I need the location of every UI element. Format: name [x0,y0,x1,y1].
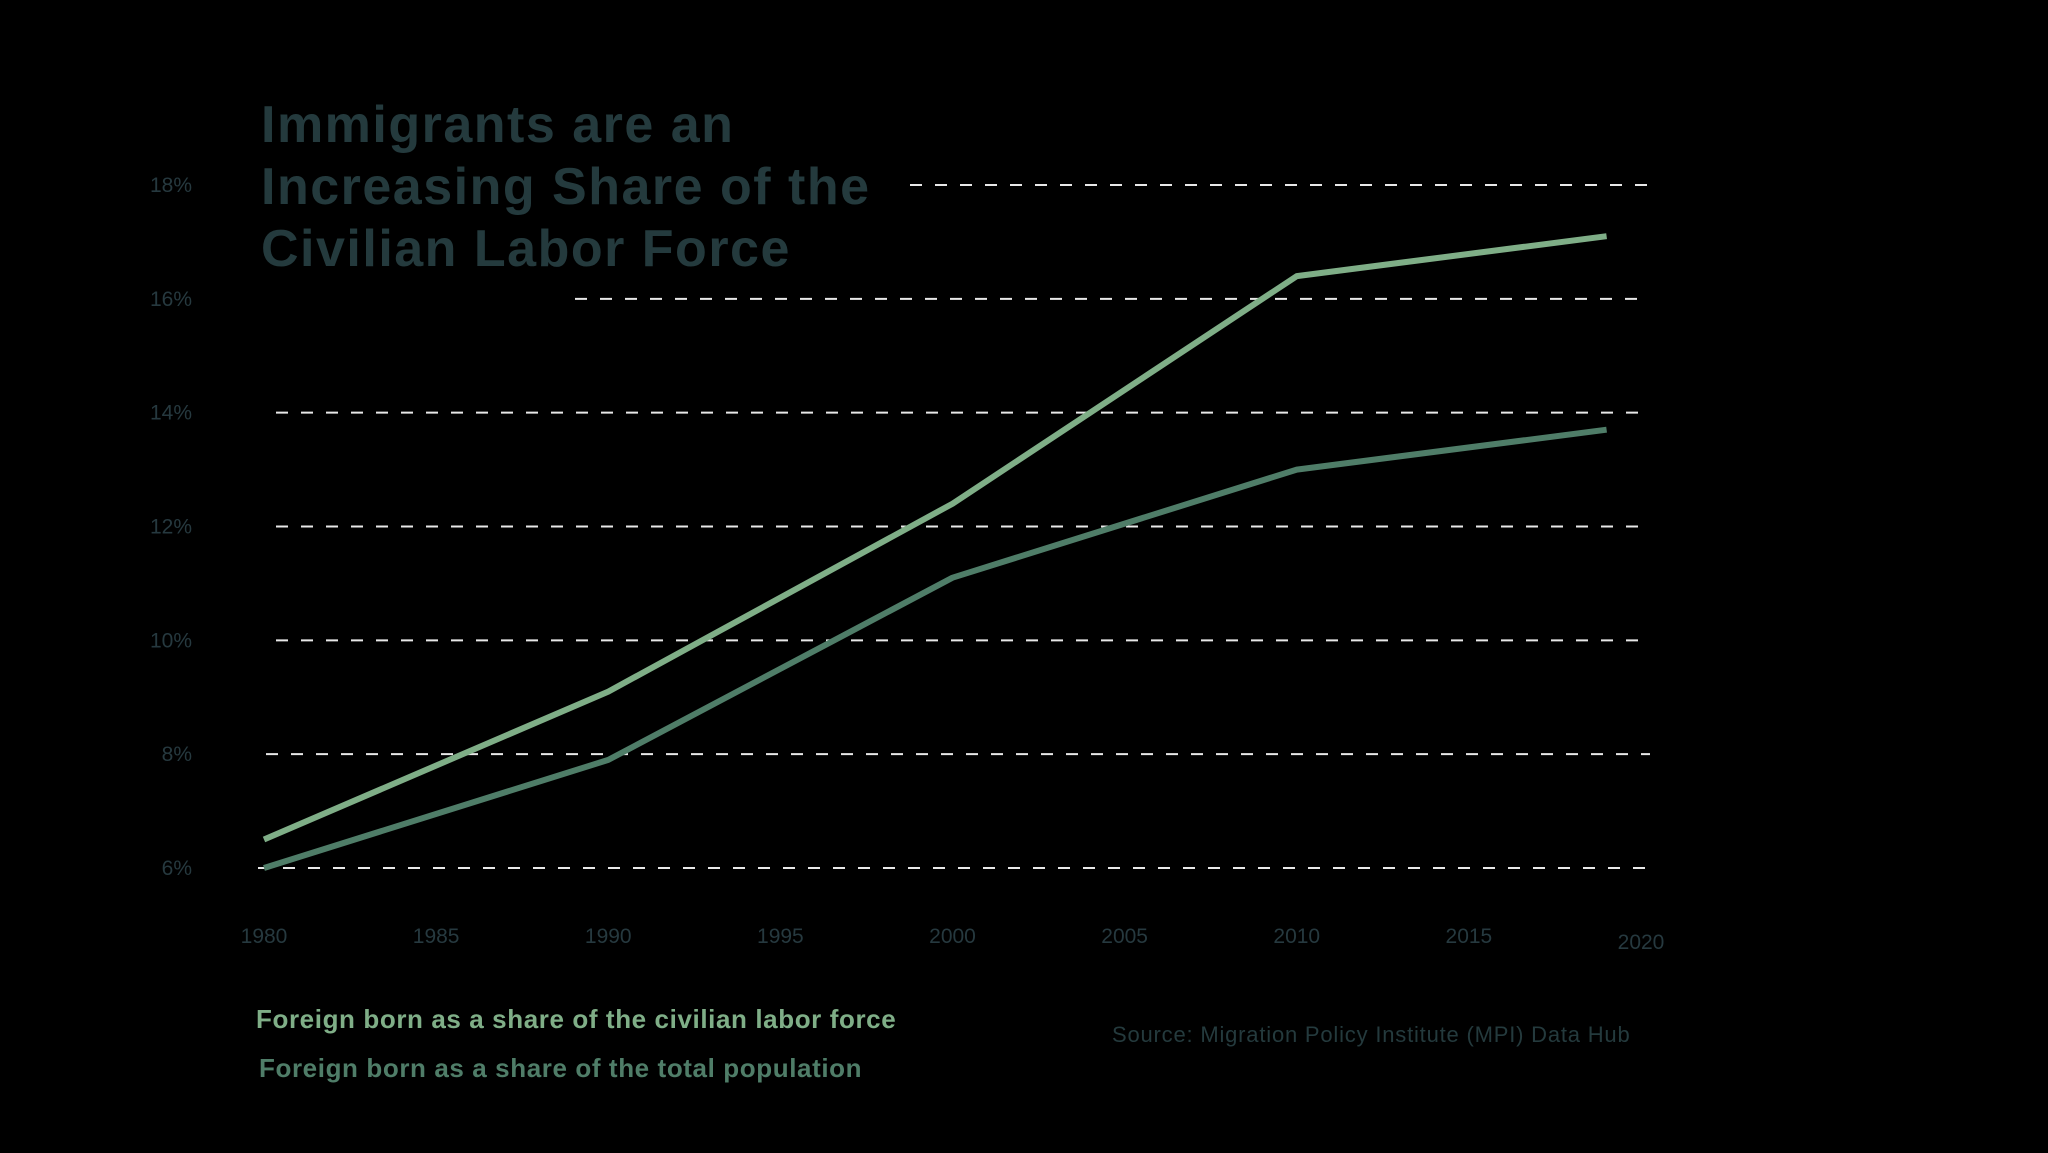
x-tick-label: 1985 [413,925,460,948]
x-tick-label: 2020 [1618,931,1665,954]
y-tick-label: 12% [150,516,192,539]
legend: Foreign born as a share of the civilian … [256,1002,896,1091]
y-tick-label: 16% [150,288,192,311]
x-tick-label: 2000 [929,925,976,948]
x-tick-label: 2015 [1446,925,1493,948]
y-tick-label: 10% [150,629,192,652]
x-tick-label: 1990 [585,925,632,948]
x-tick-label: 2010 [1273,925,1320,948]
x-tick-label: 1995 [757,925,804,948]
x-tick-label: 2005 [1101,925,1148,948]
x-axis-ticks: 1980 1985 1990 1995 2000 2005 2010 2015 2020 [241,925,1665,954]
y-tick-label: 8% [162,743,192,766]
series-lines [262,233,1607,871]
y-axis-ticks: 6% 8% 10% 12% 14% 16% 18% [150,174,192,880]
chart-title: Immigrants are an Increasing Share of th… [261,96,871,278]
y-tick-label: 6% [162,857,192,880]
y-tick-label: 14% [150,402,192,425]
source-note: Source: Migration Policy Institute (MPI)… [1112,1022,1631,1047]
gridlines [258,184,1650,869]
series-line-total-population [263,426,1607,871]
legend-item-total-population: Foreign born as a share of the total pop… [259,1053,863,1083]
y-tick-label: 18% [150,174,192,197]
x-tick-label: 1980 [241,925,288,948]
legend-item-labor-force: Foreign born as a share of the civilian … [256,1004,897,1034]
series-line-labor-force [262,233,1607,843]
